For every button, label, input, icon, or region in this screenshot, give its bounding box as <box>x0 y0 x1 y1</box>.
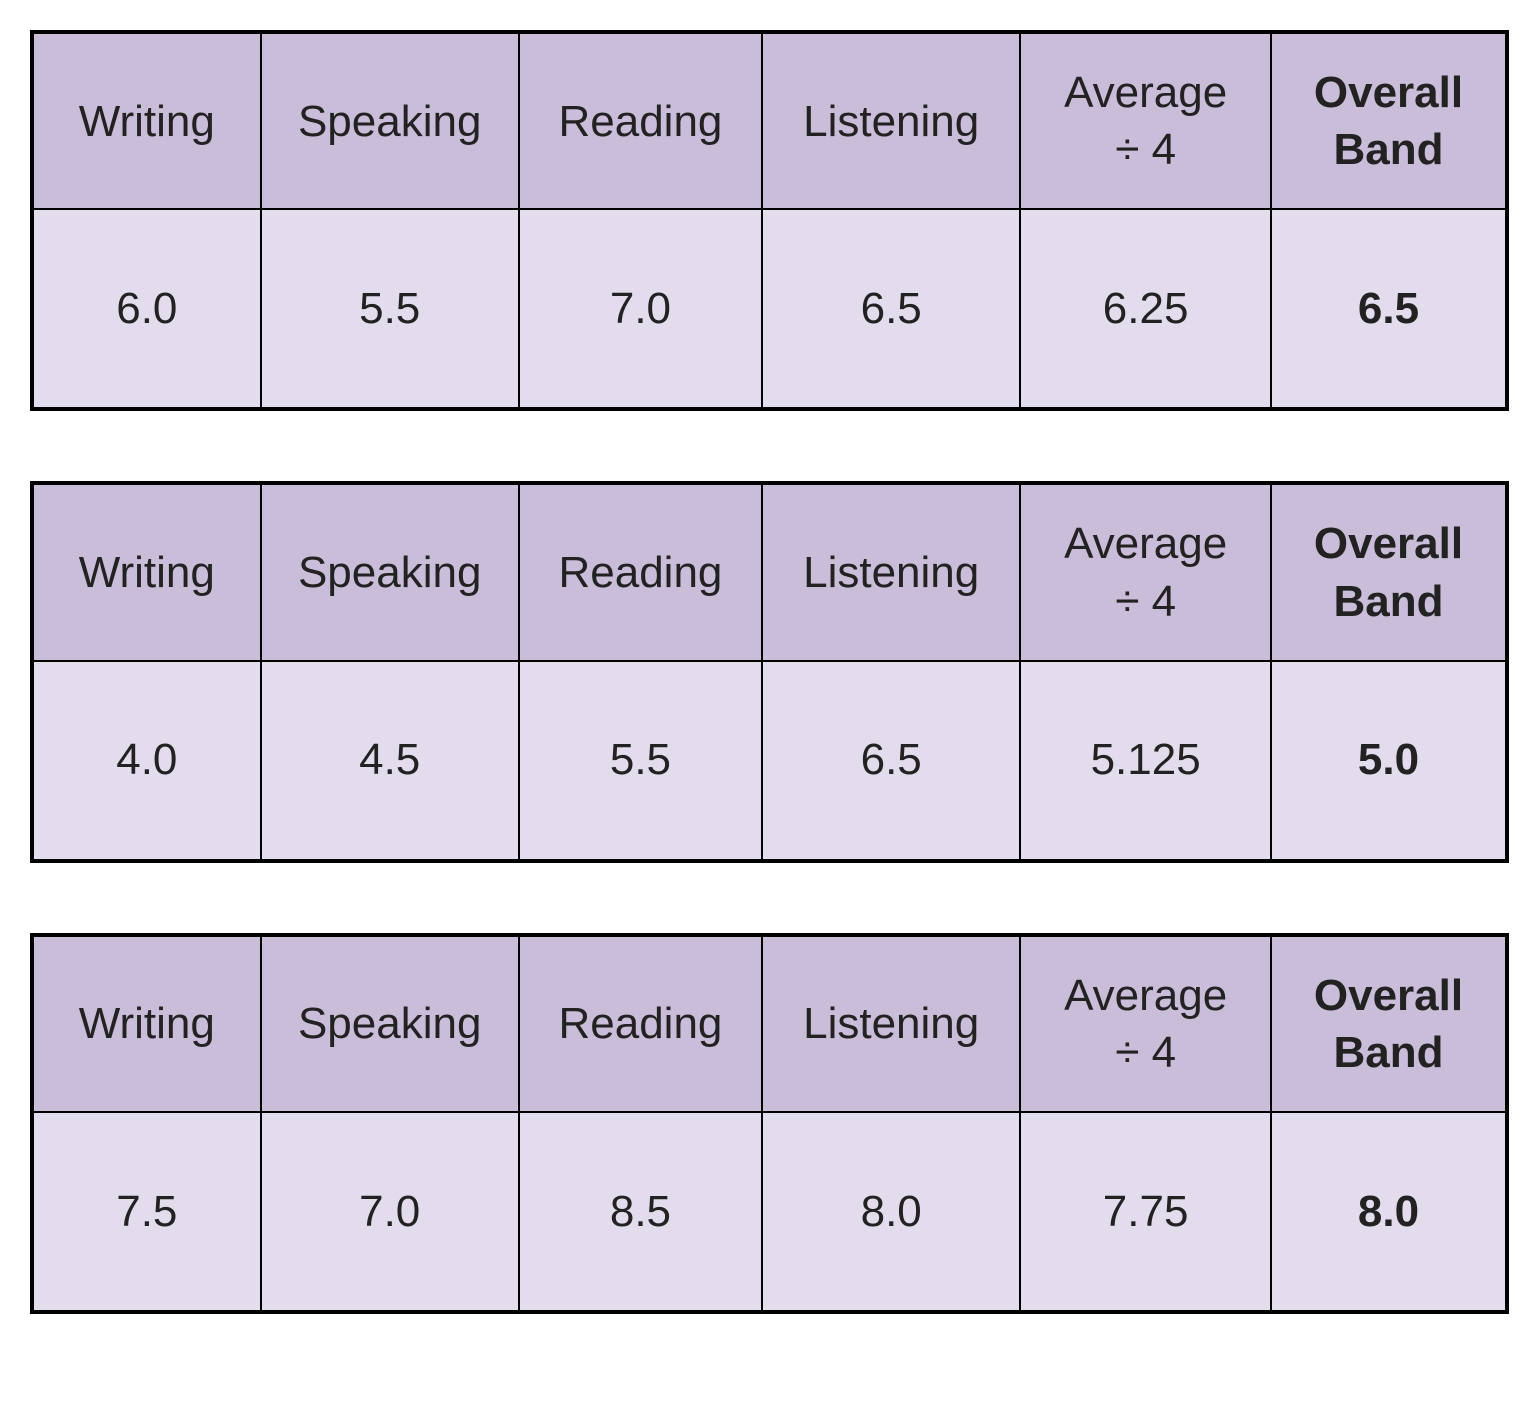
table-header-row: WritingSpeakingReadingListeningAverage÷ … <box>32 483 1507 660</box>
table-data-row: 4.04.55.56.55.1255.0 <box>32 661 1507 861</box>
cell-overall: 5.0 <box>1271 661 1507 861</box>
cell-overall: 8.0 <box>1271 1112 1507 1312</box>
header-reading: Reading <box>519 483 762 660</box>
score-table-3: WritingSpeakingReadingListeningAverage÷ … <box>30 933 1509 1314</box>
header-speaking: Speaking <box>261 935 519 1112</box>
cell-writing: 7.5 <box>32 1112 261 1312</box>
cell-listening: 6.5 <box>762 661 1020 861</box>
table-header-row: WritingSpeakingReadingListeningAverage÷ … <box>32 935 1507 1112</box>
table-header-row: WritingSpeakingReadingListeningAverage÷ … <box>32 32 1507 209</box>
cell-average: 5.125 <box>1020 661 1271 861</box>
header-average: Average÷ 4 <box>1020 935 1271 1112</box>
header-writing: Writing <box>32 935 261 1112</box>
header-listening: Listening <box>762 935 1020 1112</box>
score-table-1: WritingSpeakingReadingListeningAverage÷ … <box>30 30 1509 411</box>
cell-reading: 7.0 <box>519 209 762 409</box>
score-tables-container: WritingSpeakingReadingListeningAverage÷ … <box>30 30 1509 1314</box>
header-reading: Reading <box>519 935 762 1112</box>
cell-overall: 6.5 <box>1271 209 1507 409</box>
header-writing: Writing <box>32 483 261 660</box>
header-average: Average÷ 4 <box>1020 32 1271 209</box>
header-overall: OverallBand <box>1271 483 1507 660</box>
table-data-row: 6.05.57.06.56.256.5 <box>32 209 1507 409</box>
cell-average: 7.75 <box>1020 1112 1271 1312</box>
header-speaking: Speaking <box>261 483 519 660</box>
cell-writing: 6.0 <box>32 209 261 409</box>
cell-reading: 5.5 <box>519 661 762 861</box>
header-overall: OverallBand <box>1271 935 1507 1112</box>
cell-writing: 4.0 <box>32 661 261 861</box>
header-overall: OverallBand <box>1271 32 1507 209</box>
header-speaking: Speaking <box>261 32 519 209</box>
cell-speaking: 5.5 <box>261 209 519 409</box>
header-average: Average÷ 4 <box>1020 483 1271 660</box>
header-listening: Listening <box>762 483 1020 660</box>
score-table-2: WritingSpeakingReadingListeningAverage÷ … <box>30 481 1509 862</box>
cell-average: 6.25 <box>1020 209 1271 409</box>
cell-listening: 8.0 <box>762 1112 1020 1312</box>
header-listening: Listening <box>762 32 1020 209</box>
cell-reading: 8.5 <box>519 1112 762 1312</box>
header-reading: Reading <box>519 32 762 209</box>
cell-listening: 6.5 <box>762 209 1020 409</box>
cell-speaking: 7.0 <box>261 1112 519 1312</box>
header-writing: Writing <box>32 32 261 209</box>
cell-speaking: 4.5 <box>261 661 519 861</box>
table-data-row: 7.57.08.58.07.758.0 <box>32 1112 1507 1312</box>
